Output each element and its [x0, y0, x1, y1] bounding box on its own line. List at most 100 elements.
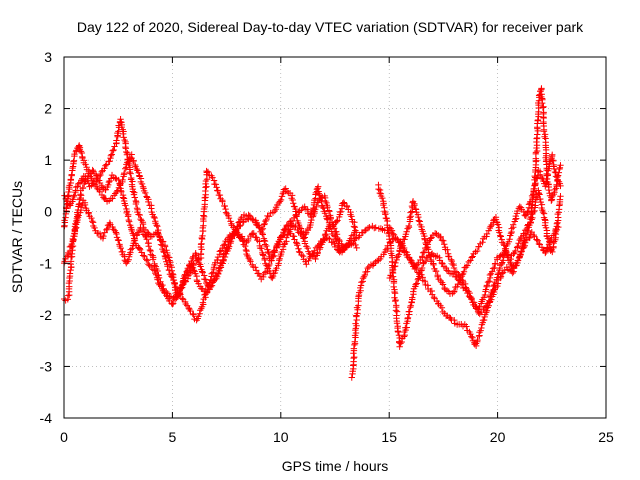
data-point: [545, 186, 553, 194]
data-point: [115, 122, 122, 129]
data-point: [260, 221, 268, 228]
data-point: [305, 257, 312, 264]
data-point: [403, 228, 410, 235]
data-point: [201, 291, 208, 299]
data-point: [405, 222, 413, 230]
data-point: [66, 200, 73, 208]
data-point: [419, 253, 426, 260]
data-point: [333, 218, 340, 225]
data-point: [163, 258, 170, 265]
data-point: [74, 183, 81, 190]
data-point: [539, 208, 547, 216]
data-point: [444, 246, 451, 253]
data-point: [138, 180, 146, 188]
data-point: [123, 148, 130, 156]
data-point: [404, 225, 411, 232]
data-point: [308, 208, 315, 215]
data-point: [482, 286, 490, 293]
data-point: [406, 214, 413, 221]
data-point: [246, 256, 254, 264]
data-point: [75, 180, 82, 187]
data-point: [476, 329, 483, 336]
data-point: [127, 170, 134, 177]
y-tick-label: 0: [44, 204, 52, 220]
data-point: [392, 307, 400, 314]
data-point: [112, 174, 119, 182]
data-point: [557, 162, 564, 169]
data-point: [75, 212, 82, 219]
data-point: [507, 230, 515, 237]
data-point: [163, 292, 170, 299]
data-point: [184, 266, 192, 274]
data-point: [468, 296, 475, 303]
data-point: [542, 183, 549, 190]
data-point: [345, 240, 352, 247]
data-point: [170, 300, 177, 307]
data-point: [215, 265, 223, 272]
data-point: [517, 248, 525, 256]
data-point: [424, 238, 432, 246]
data-point: [381, 208, 388, 215]
data-point: [420, 248, 428, 256]
data-point: [550, 165, 558, 173]
series-track-a: [60, 142, 393, 324]
data-point: [98, 168, 105, 175]
data-point: [419, 249, 427, 256]
data-point: [468, 254, 476, 261]
data-point: [306, 250, 313, 258]
data-point: [199, 269, 206, 276]
data-point: [89, 218, 96, 225]
data-point: [154, 222, 161, 230]
data-point: [290, 200, 297, 207]
y-tick-label: 1: [44, 152, 52, 168]
data-point: [466, 289, 473, 297]
data-point: [478, 324, 485, 332]
data-point: [350, 345, 358, 352]
data-point: [67, 176, 75, 183]
data-point: [203, 183, 210, 190]
data-point: [353, 244, 360, 252]
data-point: [323, 215, 330, 222]
data-point: [465, 258, 472, 266]
data-point: [263, 216, 270, 224]
data-point: [169, 270, 176, 278]
data-point: [181, 271, 189, 278]
data-point: [110, 146, 117, 154]
y-tick-label: 2: [44, 101, 52, 117]
data-point: [463, 262, 471, 269]
data-point: [479, 239, 486, 246]
data-point: [143, 256, 150, 263]
data-point: [222, 209, 230, 216]
data-point: [533, 142, 541, 149]
data-point: [533, 147, 541, 155]
data-point: [324, 234, 332, 242]
data-point: [154, 230, 162, 237]
data-point: [264, 248, 272, 256]
data-point: [398, 338, 405, 346]
data-point: [427, 235, 434, 242]
data-point: [129, 245, 136, 252]
data-point: [474, 336, 481, 344]
data-point: [209, 174, 216, 181]
data-point: [540, 103, 547, 110]
data-point: [139, 220, 147, 228]
data-point: [143, 236, 150, 243]
data-point: [534, 237, 541, 244]
data-point: [542, 249, 549, 257]
data-point: [523, 228, 531, 236]
data-point: [483, 282, 491, 289]
data-point: [154, 229, 161, 236]
data-point: [317, 244, 324, 251]
data-point: [469, 334, 476, 341]
data-point: [277, 196, 285, 204]
data-point: [407, 209, 414, 216]
data-point: [475, 243, 483, 250]
data-point: [181, 272, 188, 280]
x-tick-label: 0: [60, 429, 68, 445]
data-point: [535, 190, 543, 197]
data-point: [225, 241, 232, 249]
data-point: [236, 222, 243, 230]
data-point: [363, 268, 371, 275]
data-point: [408, 259, 415, 266]
data-point: [504, 254, 511, 261]
